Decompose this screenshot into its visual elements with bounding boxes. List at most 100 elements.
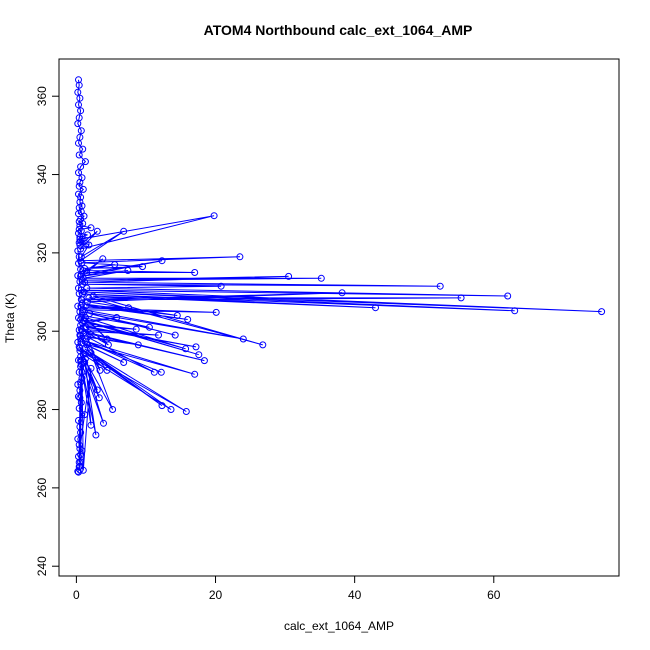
- data-point: [212, 308, 220, 316]
- data-point: [192, 343, 200, 351]
- data-point: [89, 292, 97, 300]
- data-point: [74, 88, 82, 96]
- data-point: [132, 325, 140, 333]
- data-point: [92, 431, 100, 439]
- data-point: [77, 429, 85, 437]
- data-point: [81, 359, 89, 366]
- data-point: [77, 163, 85, 171]
- y-axis-label: Theta (K): [3, 293, 17, 343]
- data-point: [77, 193, 85, 201]
- data-point: [195, 351, 203, 359]
- data-point: [436, 282, 444, 290]
- data-point: [76, 308, 84, 316]
- data-point: [76, 235, 84, 243]
- x-tick-label: 40: [348, 588, 362, 602]
- data-point: [78, 447, 86, 455]
- data-point: [457, 294, 465, 302]
- x-axis-label: calc_ext_1064_AMP: [284, 619, 394, 633]
- data-point: [81, 337, 89, 345]
- data-point: [100, 419, 107, 427]
- data-point: [150, 368, 158, 376]
- data-point: [75, 441, 83, 449]
- data-point: [95, 394, 103, 402]
- data-point: [191, 370, 199, 378]
- data-point: [77, 332, 85, 340]
- data-point: [74, 381, 82, 388]
- y-axis: 240 260 280 300 320 340 360: [35, 86, 60, 576]
- data-point: [317, 274, 325, 282]
- data-point: [104, 341, 112, 349]
- y-tick-label: 340: [35, 164, 49, 184]
- data-point: [79, 350, 87, 358]
- y-tick-label: 280: [35, 399, 49, 419]
- data-point: [96, 366, 104, 374]
- data-point: [75, 417, 82, 424]
- data-point: [76, 278, 84, 285]
- data-point: [338, 289, 346, 297]
- data-point: [84, 333, 91, 341]
- data-point: [77, 458, 85, 466]
- data-point: [120, 359, 128, 366]
- y-tick-label: 240: [35, 556, 49, 576]
- y-tick-label: 360: [35, 86, 49, 106]
- data-point: [75, 356, 82, 364]
- data-point: [75, 76, 82, 84]
- data-point: [125, 304, 133, 312]
- y-tick-label: 260: [35, 478, 49, 498]
- data-point: [87, 224, 95, 232]
- data-point: [79, 319, 87, 327]
- x-tick-label: 0: [73, 588, 80, 602]
- data-point: [182, 408, 190, 415]
- data-point: [80, 288, 88, 296]
- data-point: [77, 296, 85, 303]
- data-point: [83, 341, 91, 349]
- data-point: [86, 310, 94, 318]
- data-series: [74, 76, 606, 476]
- data-point: [81, 265, 89, 272]
- data-point: [81, 158, 89, 166]
- data-point: [75, 169, 82, 177]
- data-point: [598, 308, 606, 316]
- data-point: [81, 278, 89, 286]
- data-point: [259, 341, 267, 349]
- data-point: [184, 316, 192, 323]
- data-point: [75, 101, 82, 109]
- data-point: [173, 312, 181, 319]
- data-point: [74, 120, 82, 128]
- data-point: [182, 345, 190, 353]
- data-point: [134, 341, 142, 349]
- y-tick-label: 300: [35, 321, 49, 341]
- data-point: [504, 292, 512, 300]
- data-point: [155, 331, 162, 339]
- data-point: [84, 231, 91, 239]
- data-point: [79, 145, 87, 153]
- data-point: [76, 94, 84, 102]
- data-point: [77, 399, 85, 406]
- data-point: [74, 272, 82, 280]
- x-axis: 0 20 40 60: [73, 575, 501, 602]
- data-point: [99, 255, 107, 263]
- data-point: [93, 227, 101, 235]
- data-point: [75, 368, 83, 376]
- data-point: [81, 411, 89, 419]
- series-line-1: [77, 79, 602, 471]
- data-point: [75, 81, 83, 89]
- data-point: [120, 227, 128, 235]
- data-point: [236, 253, 244, 261]
- x-tick-label: 60: [487, 588, 501, 602]
- data-point: [158, 402, 166, 410]
- data-point: [124, 267, 132, 274]
- data-point: [87, 364, 95, 372]
- data-point: [76, 394, 84, 402]
- data-point: [87, 421, 95, 429]
- data-point: [74, 467, 82, 475]
- data-point: [76, 178, 84, 186]
- data-point: [75, 225, 83, 233]
- data-point: [239, 335, 247, 343]
- data-point: [171, 331, 179, 339]
- plot-frame: [58, 58, 620, 577]
- data-point: [145, 323, 153, 331]
- data-point: [167, 406, 175, 413]
- data-point: [75, 314, 82, 322]
